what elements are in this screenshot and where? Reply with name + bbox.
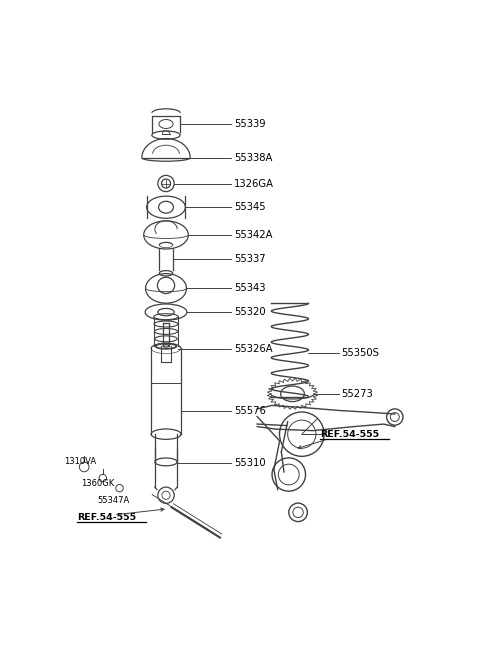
- Text: 55343: 55343: [234, 284, 265, 293]
- Text: 55339: 55339: [234, 119, 266, 129]
- Text: 55350S: 55350S: [341, 348, 379, 358]
- Text: 1360GK: 1360GK: [81, 479, 114, 487]
- Text: REF.54-555: REF.54-555: [77, 513, 136, 522]
- Text: 55273: 55273: [341, 389, 372, 399]
- Text: 55576: 55576: [234, 407, 266, 417]
- Text: 1326GA: 1326GA: [234, 179, 274, 189]
- Text: 55320: 55320: [234, 307, 266, 317]
- Text: 55338A: 55338A: [234, 153, 273, 163]
- Text: 55347A: 55347A: [97, 496, 130, 505]
- Text: 55345: 55345: [234, 202, 266, 212]
- Text: 55337: 55337: [234, 254, 266, 264]
- Text: 1310VA: 1310VA: [64, 457, 96, 466]
- Text: REF.54-555: REF.54-555: [321, 430, 380, 439]
- Text: 55326A: 55326A: [234, 345, 273, 354]
- Text: 55342A: 55342A: [234, 230, 273, 240]
- Text: 55310: 55310: [234, 458, 266, 468]
